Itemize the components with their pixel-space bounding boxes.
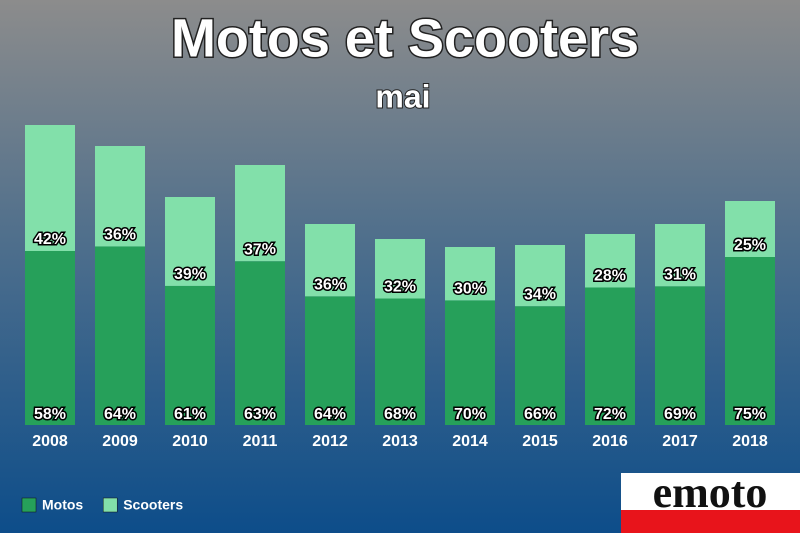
bar-segment <box>445 300 495 425</box>
legend-label: Scooters <box>123 497 183 513</box>
bar-segment <box>375 239 425 299</box>
value-label: 68% <box>384 406 416 423</box>
bar-segment <box>585 234 635 288</box>
value-label: 63% <box>244 406 276 423</box>
percent-sign: % <box>262 241 276 258</box>
percent-sign: % <box>752 237 766 254</box>
percent-sign: % <box>612 406 626 423</box>
percent-sign: % <box>752 406 766 423</box>
value-label: 39% <box>174 266 206 283</box>
value-label: 32% <box>384 279 416 296</box>
percent-sign: % <box>122 406 136 423</box>
x-tick-label: 2016 <box>592 433 628 450</box>
bar-segment <box>655 286 705 425</box>
bar-segment <box>95 146 145 247</box>
value-label: 75% <box>734 406 766 423</box>
percent-sign: % <box>472 281 486 298</box>
bar-segment <box>305 296 355 425</box>
bar-segment <box>515 306 565 425</box>
percent-sign: % <box>192 406 206 423</box>
x-tick-label: 2014 <box>452 433 488 450</box>
legend-swatch <box>102 497 118 513</box>
percent-sign: % <box>122 227 136 244</box>
bar-segment <box>95 246 145 425</box>
x-tick-label: 2012 <box>312 433 348 450</box>
x-tick-label: 2011 <box>243 433 278 450</box>
bar-segment <box>375 298 425 425</box>
x-tick-label: 2013 <box>382 433 418 450</box>
legend-label: Motos <box>42 497 83 513</box>
percent-sign: % <box>332 406 346 423</box>
bar-segment <box>725 257 775 425</box>
bar-segment <box>165 197 215 286</box>
percent-sign: % <box>262 406 276 423</box>
value-label: 36% <box>314 277 346 294</box>
x-tick-label: 2018 <box>732 433 768 450</box>
bar-segment <box>585 287 635 425</box>
value-label: 37% <box>244 241 276 258</box>
bar-segment <box>305 224 355 297</box>
percent-sign: % <box>332 277 346 294</box>
x-tick-label: 2017 <box>662 433 698 450</box>
x-tick-label: 2015 <box>522 433 558 450</box>
chart-title: Motos et Scooters <box>171 8 639 68</box>
value-label: 70% <box>454 406 486 423</box>
logo: emoto <box>653 468 768 517</box>
value-label: 72% <box>594 406 626 423</box>
bar-segment <box>235 165 285 262</box>
logo-band <box>621 510 800 533</box>
chart-subtitle: mai <box>375 78 430 114</box>
x-tick-label: 2010 <box>172 433 208 450</box>
bar-segment <box>165 285 215 425</box>
x-tick-label: 2009 <box>102 433 138 450</box>
percent-sign: % <box>682 267 696 284</box>
value-label: 64% <box>314 406 346 423</box>
bar-segment <box>725 201 775 257</box>
value-label: 61% <box>174 406 206 423</box>
bar-segment <box>515 245 565 307</box>
percent-sign: % <box>612 268 626 285</box>
value-label: 64% <box>104 406 136 423</box>
value-label: 25% <box>734 237 766 254</box>
value-label: 42% <box>34 231 66 248</box>
value-label: 28% <box>594 268 626 285</box>
value-label: 31% <box>664 267 696 284</box>
value-label: 36% <box>104 227 136 244</box>
value-label: 34% <box>524 286 556 303</box>
bar-segment <box>25 125 75 251</box>
percent-sign: % <box>472 406 486 423</box>
percent-sign: % <box>682 406 696 423</box>
value-label: 66% <box>524 406 556 423</box>
percent-sign: % <box>402 279 416 296</box>
percent-sign: % <box>542 406 556 423</box>
value-label: 30% <box>454 281 486 298</box>
percent-sign: % <box>402 406 416 423</box>
percent-sign: % <box>52 231 66 248</box>
percent-sign: % <box>192 266 206 283</box>
value-label: 69% <box>664 406 696 423</box>
bar-segment <box>25 251 75 425</box>
bar-segment <box>235 261 285 425</box>
bar-segment <box>445 247 495 301</box>
legend-swatch <box>21 497 37 513</box>
percent-sign: % <box>542 286 556 303</box>
percent-sign: % <box>52 406 66 423</box>
x-tick-label: 2008 <box>32 433 68 450</box>
bar-segment <box>655 224 705 287</box>
value-label: 58% <box>34 406 66 423</box>
